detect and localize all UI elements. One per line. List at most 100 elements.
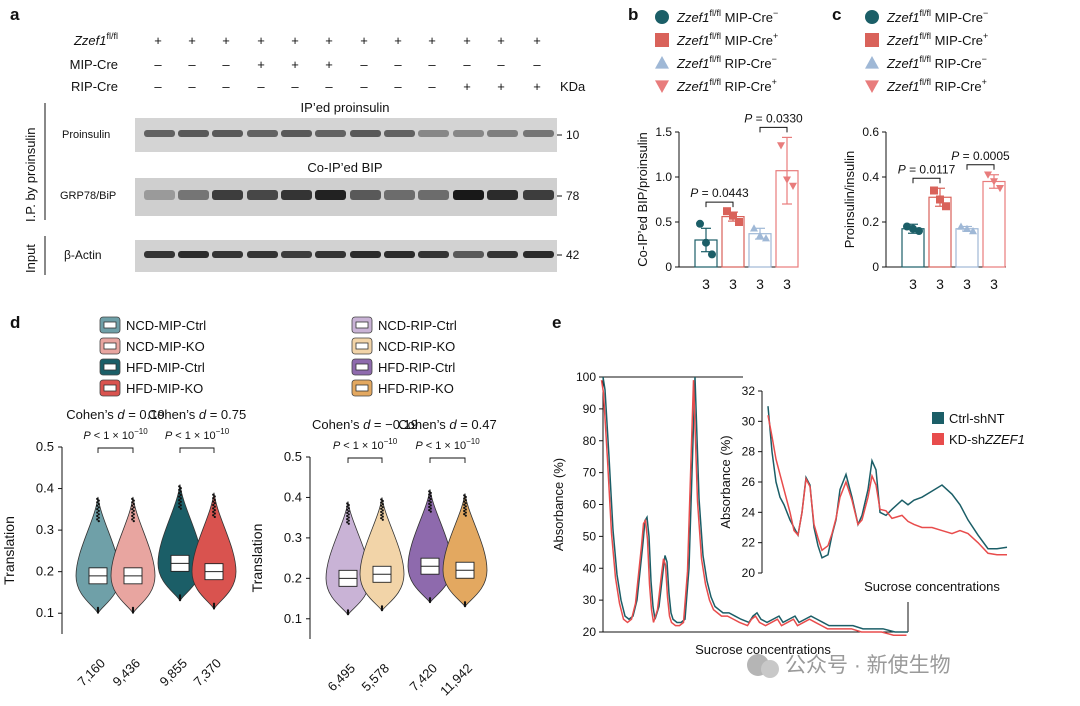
outlier-point — [212, 500, 215, 503]
outlier-point — [381, 506, 384, 509]
outlier-point — [212, 497, 215, 500]
outlier-point — [346, 613, 350, 616]
outlier-point — [178, 492, 181, 495]
count-label: 7,420 — [407, 661, 441, 695]
outlier-point — [97, 520, 100, 523]
blot-band — [281, 251, 312, 258]
inset-y-tick-label: 28 — [742, 445, 756, 459]
blot-band — [418, 251, 449, 258]
outlier-point — [132, 520, 135, 523]
outlier-point — [347, 519, 350, 522]
legend-marker — [865, 33, 879, 47]
outlier-point — [96, 504, 99, 507]
count-label: 5,578 — [359, 661, 393, 695]
outlier-point — [179, 500, 182, 503]
outlier-point — [213, 512, 216, 515]
y-tick-label: 70 — [583, 466, 597, 480]
genotype-sign: + — [291, 57, 299, 72]
genotype-sign: + — [463, 79, 471, 94]
outlier-point — [463, 513, 466, 516]
genotype-sign: + — [325, 57, 333, 72]
y-tick-label: 50 — [583, 529, 597, 543]
p-value-bracket — [429, 457, 466, 463]
blot-band — [487, 190, 518, 200]
genotype-sign: + — [533, 33, 541, 48]
y-axis-label: Proinsulin/insulin — [842, 151, 857, 249]
outlier-point — [96, 501, 99, 504]
data-point — [930, 186, 938, 195]
outlier-point — [132, 509, 135, 512]
outlier-point — [131, 511, 134, 514]
data-point — [777, 142, 785, 150]
genotype-sign: – — [222, 79, 230, 94]
cohens-d-label: Cohen’s d = 0.47 — [398, 417, 496, 432]
count-label: 9,436 — [110, 656, 144, 690]
data-point — [783, 176, 791, 184]
y-tick-label: 30 — [583, 593, 597, 607]
data-point — [729, 211, 737, 220]
panel-label-a: a — [10, 5, 20, 24]
p-value-label: P = 0.0443 — [690, 186, 749, 200]
blot-band — [350, 130, 381, 137]
outlier-point — [96, 497, 99, 500]
genotype-sign: + — [463, 33, 471, 48]
genotype-sign: – — [257, 79, 265, 94]
outlier-point — [213, 502, 216, 505]
genotype-label-zzef1: Zzef1fl/fl — [73, 31, 118, 48]
outlier-point — [131, 514, 134, 518]
blot-band — [212, 190, 243, 200]
outlier-point — [463, 509, 466, 513]
outlier-point — [212, 507, 215, 510]
kda-label: KDa — [560, 79, 586, 94]
blot-band — [453, 251, 484, 258]
y-axis-label: Translation — [249, 524, 265, 593]
legend-entry: Zzef1fl/fl MIP-Cre− — [886, 8, 988, 25]
p-value-bracket — [912, 177, 941, 184]
y-tick-label: 0.2 — [862, 215, 879, 229]
data-point — [915, 227, 923, 235]
y-tick-label: 0.1 — [284, 611, 302, 626]
genotype-label-mip: MIP-Cre — [70, 57, 118, 72]
legend-swatch-box — [355, 384, 369, 392]
p-value-label: P < 1 × 10−10 — [83, 427, 148, 442]
p-value-label: P = 0.0005 — [951, 149, 1010, 163]
legend-swatch-box — [355, 342, 369, 350]
genotype-sign: + — [497, 33, 505, 48]
genotype-sign: – — [188, 79, 196, 94]
legend-panel-d-right: NCD-RIP-Ctrl NCD-RIP-KO HFD-RIP-Ctrl HFD-RI… — [351, 316, 457, 397]
outlier-point — [347, 507, 350, 510]
legend-panel-b: Zzef1fl/fl MIP-Cre− Zzef1fl/fl MIP-Cre+ Zz… — [655, 8, 778, 94]
data-point — [984, 171, 992, 179]
data-point — [723, 207, 731, 216]
legend-marker — [655, 56, 669, 69]
y-tick-label: 0 — [665, 260, 672, 274]
blot-band — [212, 130, 243, 137]
outlier-point — [131, 611, 135, 614]
x-tick-label: 3 — [936, 276, 944, 292]
x-tick-label: 3 — [729, 276, 737, 292]
y-axis-label: Absorbance (%) — [551, 458, 566, 551]
x-tick-label: 3 — [756, 276, 764, 292]
blot-band — [247, 190, 278, 200]
outlier-point — [212, 510, 215, 513]
p-value-bracket — [705, 201, 734, 208]
outlier-point — [380, 513, 383, 517]
legend-swatch-box — [103, 321, 117, 329]
y-axis-label: Co-IP’ed BIP/proinsulin — [635, 132, 650, 266]
outlier-point — [347, 503, 350, 507]
blot-band — [453, 130, 484, 137]
outlier-point — [380, 504, 383, 507]
outlier-point — [178, 505, 181, 509]
outlier-point — [428, 490, 431, 493]
outlier-point — [428, 508, 431, 512]
outlier-point — [132, 516, 135, 519]
outlier-point — [213, 509, 216, 512]
legend-entry: NCD-RIP-Ctrl — [378, 318, 457, 333]
genotype-sign-grid: + + + + + + + + + + + + – – – + + + – – – – – – – – – – – – – – – + + + — [154, 33, 541, 94]
blot-name-proinsulin: Proinsulin — [62, 129, 110, 141]
p-value-label: P = 0.0117 — [898, 162, 956, 176]
p-value-label: P < 1 × 10−10 — [415, 437, 480, 452]
outlier-point — [464, 495, 467, 499]
blot-band — [247, 130, 278, 137]
